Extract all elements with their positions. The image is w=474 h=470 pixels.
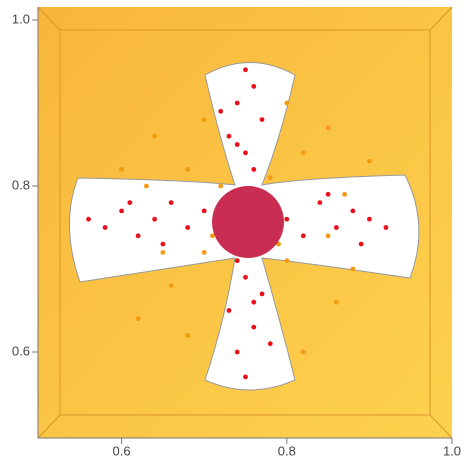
- point: [317, 200, 323, 206]
- point: [300, 150, 306, 156]
- point: [168, 200, 174, 206]
- point: [185, 333, 191, 338]
- point: [226, 308, 232, 313]
- point: [267, 341, 273, 347]
- y-tick-label: 0.6: [12, 343, 30, 358]
- point: [284, 258, 290, 264]
- x-tick-label: 1.0: [443, 443, 461, 458]
- box-edges: [37, 6, 453, 439]
- point: [102, 225, 108, 230]
- point: [119, 167, 124, 172]
- point: [168, 283, 174, 288]
- point: [284, 216, 290, 222]
- point: [259, 117, 265, 122]
- point: [325, 233, 331, 239]
- point: [333, 225, 339, 230]
- point: [185, 225, 191, 230]
- point: [234, 258, 240, 264]
- point: [119, 208, 124, 214]
- point: [152, 133, 158, 139]
- point: [350, 266, 356, 272]
- points: [86, 67, 389, 380]
- point: [367, 158, 372, 164]
- point: [218, 108, 224, 114]
- point: [284, 100, 290, 106]
- point: [367, 216, 372, 222]
- point: [350, 208, 356, 214]
- point: [234, 349, 240, 355]
- point: [234, 142, 240, 147]
- point: [251, 84, 257, 89]
- point: [325, 191, 331, 197]
- point: [358, 241, 364, 247]
- x-tick-label: 0.6: [113, 443, 131, 458]
- point: [383, 225, 389, 230]
- point: [135, 316, 141, 322]
- y-tick-label: 0.8: [12, 177, 30, 192]
- point: [135, 233, 141, 239]
- point: [259, 291, 265, 297]
- point: [201, 117, 207, 122]
- point: [243, 374, 248, 380]
- point: [251, 299, 257, 305]
- point: [325, 125, 331, 131]
- point: [160, 241, 166, 247]
- point: [333, 299, 339, 305]
- point: [201, 250, 207, 255]
- point: [201, 208, 207, 214]
- point: [86, 216, 91, 222]
- point: [210, 233, 215, 239]
- x-tick-label: 0.8: [278, 443, 296, 458]
- point: [267, 175, 273, 181]
- point: [243, 150, 248, 156]
- point: [243, 67, 248, 73]
- point: [251, 324, 257, 330]
- point: [185, 167, 191, 172]
- point: [226, 133, 232, 139]
- y-tick-label: 1.0: [12, 11, 30, 26]
- point: [251, 167, 257, 172]
- point: [160, 250, 166, 255]
- point: [143, 183, 149, 189]
- point: [218, 183, 224, 189]
- point: [300, 349, 306, 355]
- point: [152, 216, 158, 222]
- point: [276, 241, 281, 247]
- point: [342, 191, 348, 197]
- point: [300, 233, 306, 239]
- center-sphere: [212, 186, 284, 258]
- point: [243, 274, 248, 280]
- point: [127, 200, 133, 206]
- point: [234, 100, 240, 106]
